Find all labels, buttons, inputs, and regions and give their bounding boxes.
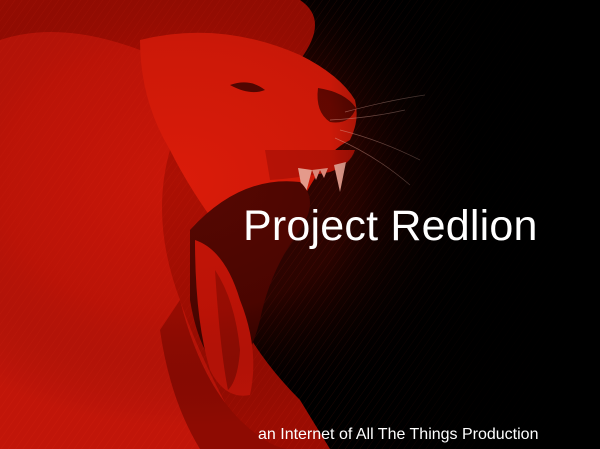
slide-title: Project Redlion [243,202,538,250]
slide-subtitle: an Internet of All The Things Production [258,426,539,443]
